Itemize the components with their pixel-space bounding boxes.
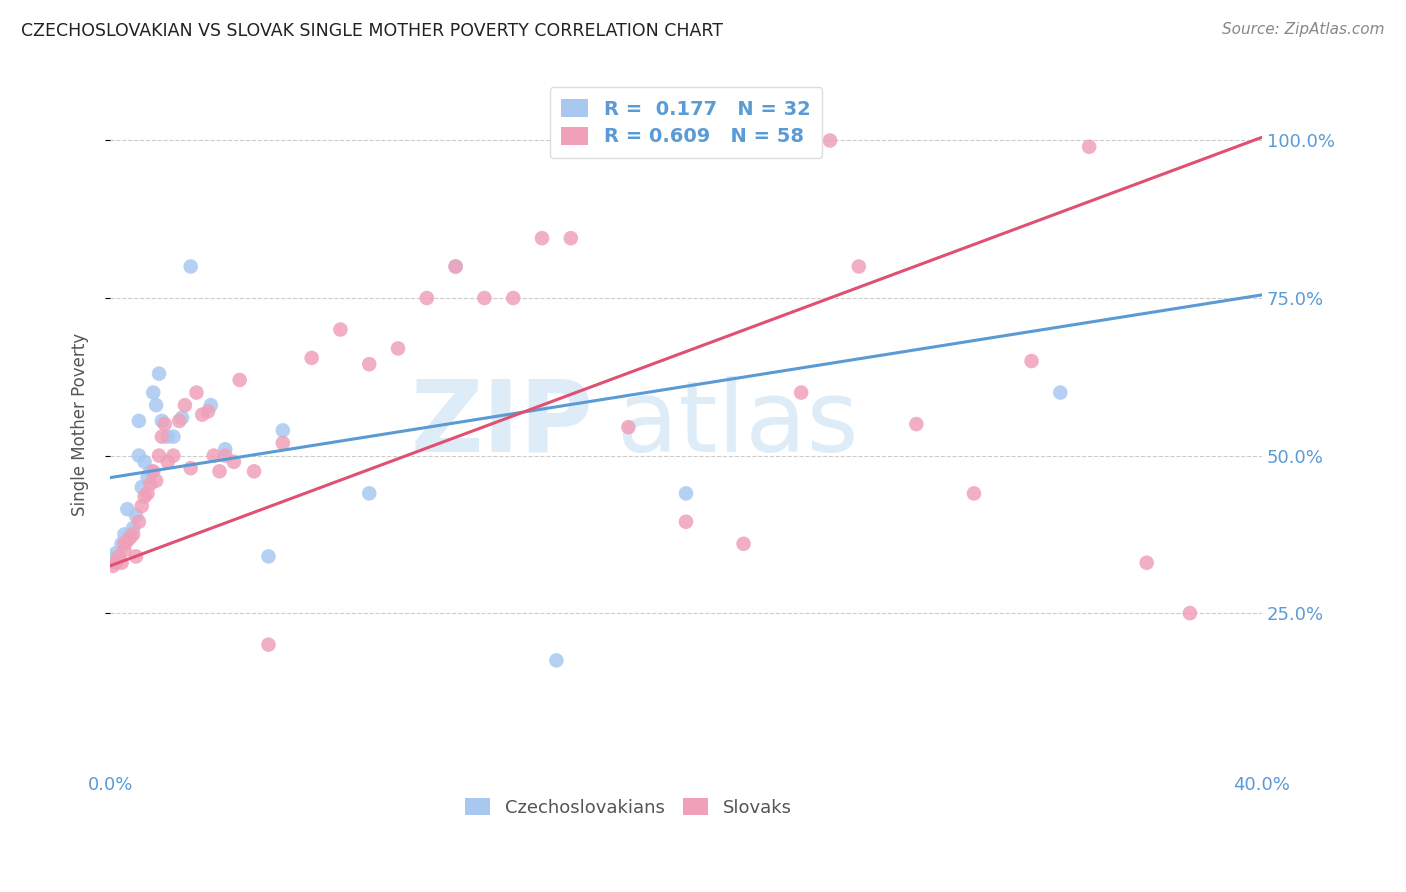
Point: [617, 420, 640, 434]
Point: [1021, 354, 1043, 368]
Point: [675, 515, 697, 529]
Text: ZIP: ZIP: [411, 376, 593, 473]
Text: atlas: atlas: [617, 376, 859, 473]
Point: [416, 291, 439, 305]
Point: [329, 322, 352, 336]
Point: [243, 464, 266, 478]
Point: [1049, 385, 1071, 400]
Point: [136, 470, 159, 484]
Point: [222, 455, 245, 469]
Point: [125, 549, 148, 564]
Point: [136, 486, 159, 500]
Point: [134, 455, 156, 469]
Point: [156, 455, 179, 469]
Point: [150, 414, 173, 428]
Point: [387, 342, 409, 356]
Legend: Czechoslovakians, Slovaks: Czechoslovakians, Slovaks: [458, 791, 799, 824]
Point: [107, 549, 129, 564]
Point: [139, 464, 162, 478]
Y-axis label: Single Mother Poverty: Single Mother Poverty: [72, 333, 89, 516]
Point: [180, 260, 202, 274]
Point: [139, 477, 162, 491]
Point: [444, 260, 467, 274]
Point: [101, 552, 124, 566]
Point: [180, 461, 202, 475]
Point: [131, 480, 153, 494]
Point: [214, 442, 236, 457]
Point: [257, 549, 280, 564]
Point: [162, 449, 184, 463]
Point: [733, 537, 755, 551]
Point: [359, 357, 381, 371]
Point: [271, 436, 294, 450]
Point: [905, 417, 928, 431]
Point: [214, 449, 236, 463]
Point: [110, 537, 132, 551]
Point: [148, 449, 170, 463]
Point: [117, 533, 139, 548]
Point: [790, 385, 813, 400]
Point: [848, 260, 870, 274]
Point: [131, 499, 153, 513]
Point: [174, 398, 197, 412]
Point: [107, 549, 129, 564]
Point: [197, 404, 219, 418]
Point: [114, 543, 136, 558]
Point: [1078, 140, 1101, 154]
Point: [191, 408, 214, 422]
Point: [148, 367, 170, 381]
Point: [228, 373, 250, 387]
Point: [200, 398, 222, 412]
Point: [104, 556, 127, 570]
Point: [145, 398, 167, 412]
Point: [142, 464, 165, 478]
Point: [150, 430, 173, 444]
Point: [818, 133, 841, 147]
Point: [167, 414, 190, 428]
Point: [271, 423, 294, 437]
Point: [122, 521, 145, 535]
Point: [359, 486, 381, 500]
Point: [444, 260, 467, 274]
Point: [502, 291, 524, 305]
Point: [117, 502, 139, 516]
Point: [110, 556, 132, 570]
Point: [114, 527, 136, 541]
Text: CZECHOSLOVAKIAN VS SLOVAK SINGLE MOTHER POVERTY CORRELATION CHART: CZECHOSLOVAKIAN VS SLOVAK SINGLE MOTHER …: [21, 22, 723, 40]
Point: [128, 515, 150, 529]
Point: [104, 546, 127, 560]
Point: [963, 486, 986, 500]
Point: [675, 486, 697, 500]
Text: Source: ZipAtlas.com: Source: ZipAtlas.com: [1222, 22, 1385, 37]
Point: [530, 231, 553, 245]
Point: [122, 527, 145, 541]
Point: [156, 430, 179, 444]
Point: [125, 508, 148, 523]
Point: [114, 537, 136, 551]
Point: [101, 558, 124, 573]
Point: [257, 638, 280, 652]
Point: [153, 417, 176, 431]
Point: [120, 531, 142, 545]
Point: [120, 527, 142, 541]
Point: [474, 291, 496, 305]
Point: [128, 414, 150, 428]
Point: [546, 653, 568, 667]
Point: [1178, 606, 1201, 620]
Point: [186, 385, 208, 400]
Point: [208, 464, 231, 478]
Point: [1136, 556, 1159, 570]
Point: [202, 449, 225, 463]
Point: [134, 490, 156, 504]
Point: [142, 385, 165, 400]
Point: [128, 449, 150, 463]
Point: [560, 231, 582, 245]
Point: [170, 410, 193, 425]
Point: [145, 474, 167, 488]
Point: [162, 430, 184, 444]
Point: [301, 351, 323, 365]
